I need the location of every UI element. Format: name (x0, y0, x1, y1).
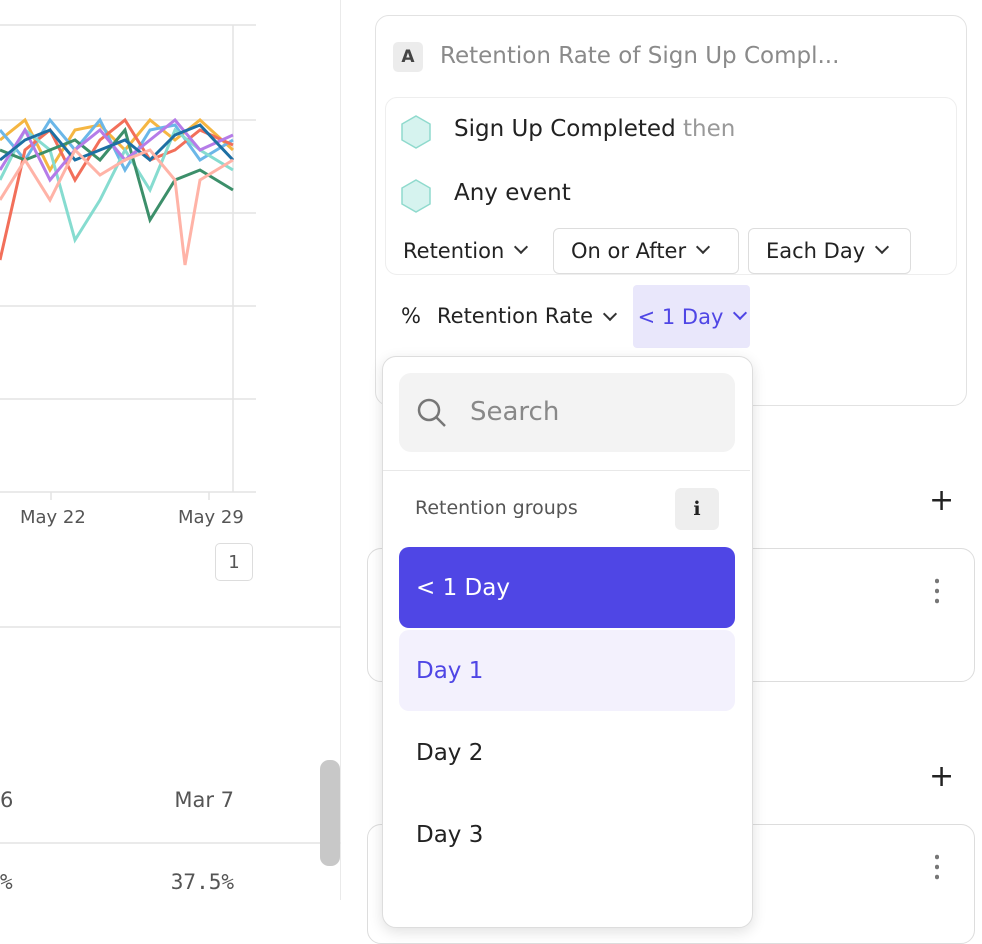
option-button[interactable]: Retention (385, 228, 544, 274)
add-icon[interactable]: + (929, 483, 955, 518)
search-icon (417, 398, 446, 427)
event-name: Sign Up Completed (454, 116, 676, 142)
table-header: 6 (0, 788, 14, 812)
query-badge: A (393, 42, 423, 72)
info-icon[interactable]: i (675, 488, 719, 530)
page-badge[interactable]: 1 (215, 543, 253, 581)
option-label: Each Day (766, 239, 866, 263)
dropdown-item[interactable]: Day 1 (399, 630, 735, 711)
x-label: May 29 (178, 507, 244, 528)
chart-area (0, 0, 341, 900)
menu-icon[interactable] (935, 852, 939, 880)
x-label: May 22 (20, 507, 86, 528)
add-icon[interactable]: + (929, 759, 955, 794)
option-label: On or After (571, 239, 687, 263)
option-label: Retention (403, 239, 505, 263)
event-name[interactable]: Any event (454, 180, 571, 206)
table-cell: % (0, 870, 13, 894)
section-label: Retention groups (415, 497, 578, 519)
search-box[interactable] (399, 373, 735, 452)
measure-button[interactable]: Retention Rate (437, 304, 618, 328)
measure-label: Retention Rate (437, 304, 594, 328)
chart-lines (0, 117, 235, 266)
divider (383, 470, 750, 471)
events-box (385, 97, 957, 275)
option-button[interactable]: On or After (553, 228, 739, 274)
menu-icon[interactable] (935, 576, 939, 604)
search-placeholder: Search (470, 397, 560, 427)
table-header: Mar 7 (174, 788, 234, 812)
event[interactable]: Sign Up Completed then (454, 116, 735, 142)
dropdown-item[interactable]: Day 3 (416, 821, 484, 848)
dropdown-item[interactable]: < 1 Day (399, 547, 735, 628)
event-suffix: then (682, 116, 736, 142)
dropdown-item[interactable]: Day 2 (416, 739, 484, 766)
event-icons (401, 115, 431, 213)
group-label: < 1 Day (637, 304, 724, 329)
query-title[interactable]: Retention Rate of Sign Up Compl... (440, 43, 840, 69)
option-button[interactable]: Each Day (748, 228, 911, 274)
measure-icon: % (401, 304, 421, 328)
group-button[interactable]: < 1 Day (633, 285, 750, 348)
table-cell: 37.5% (170, 870, 234, 894)
